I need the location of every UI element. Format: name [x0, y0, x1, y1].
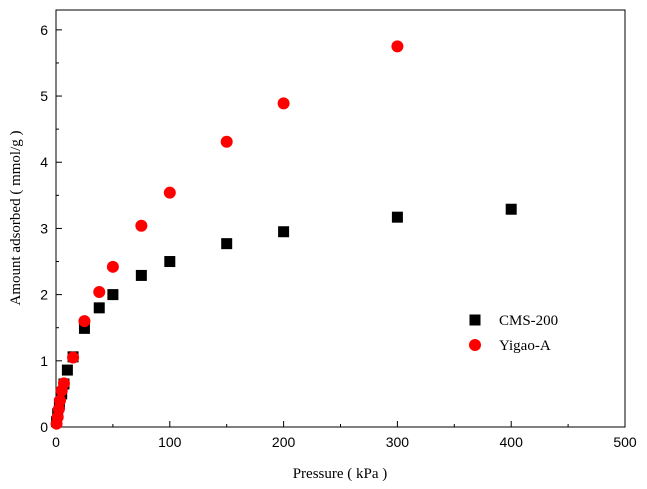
- data-point: [93, 302, 105, 314]
- x-tick-label: 100: [158, 434, 182, 450]
- data-point: [107, 289, 119, 301]
- data-point: [67, 351, 80, 364]
- y-tick-label: 1: [40, 353, 48, 369]
- data-point: [93, 285, 106, 298]
- series-cms-200: [51, 203, 517, 428]
- legend: CMS-200 Yigao-A: [469, 313, 558, 354]
- y-tick-label: 5: [40, 88, 48, 104]
- data-point: [220, 135, 233, 148]
- data-point: [78, 322, 90, 334]
- data-point: [391, 211, 403, 223]
- legend-marker: [469, 314, 481, 326]
- data-point: [135, 219, 148, 232]
- legend-marker: [469, 339, 481, 351]
- x-tick-label: 0: [52, 434, 60, 450]
- x-tick-label: 300: [386, 434, 410, 450]
- data-point: [57, 377, 70, 390]
- data-point: [163, 186, 176, 199]
- data-point: [391, 40, 404, 53]
- plot-frame: [55, 9, 626, 428]
- data-point: [221, 238, 233, 250]
- legend-label: Yigao-A: [499, 338, 551, 354]
- data-point: [278, 226, 290, 238]
- data-point: [505, 203, 517, 215]
- y-axis-title: Amount adsorbed ( mmol/g ): [8, 131, 24, 306]
- data-point: [61, 364, 73, 376]
- data-point: [106, 260, 119, 273]
- data-point: [53, 394, 66, 407]
- y-tick-label: 0: [40, 419, 48, 435]
- y-tick-label: 4: [40, 154, 48, 170]
- x-axis-title: Pressure ( kPa ): [293, 466, 388, 482]
- data-point: [277, 97, 290, 110]
- x-tick-label: 400: [500, 434, 524, 450]
- x-tick-label: 200: [272, 434, 296, 450]
- legend-label: CMS-200: [499, 313, 558, 329]
- data-point: [78, 315, 91, 328]
- series-yigao-a: [50, 40, 404, 430]
- y-tick-label: 2: [40, 287, 48, 303]
- x-tick-label: 500: [613, 434, 637, 450]
- y-tick-label: 6: [40, 22, 48, 38]
- data-point: [135, 269, 147, 281]
- data-point: [164, 256, 176, 268]
- y-tick-label: 3: [40, 220, 48, 236]
